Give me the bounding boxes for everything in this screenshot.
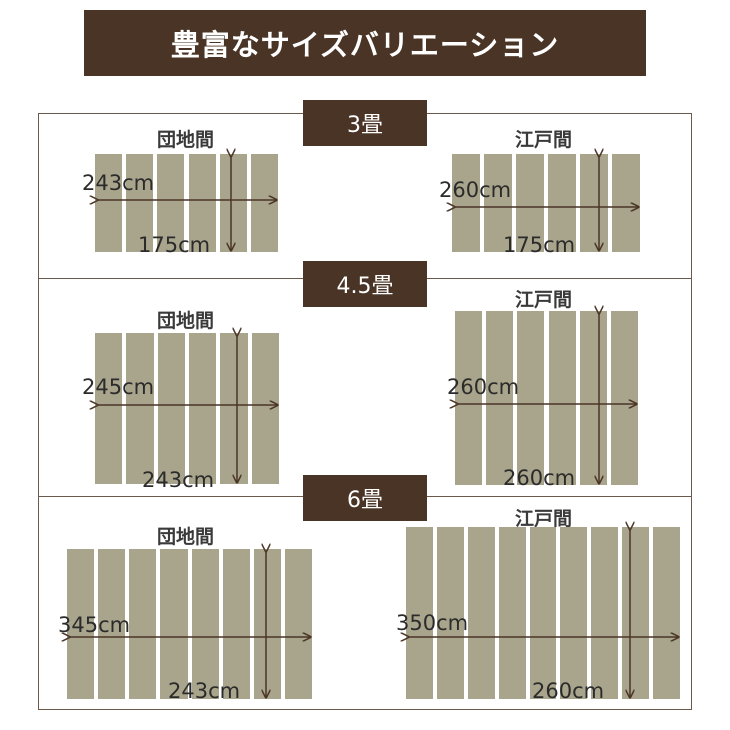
- mat-plank: [67, 549, 95, 699]
- mat-plank: [191, 549, 219, 699]
- mat-plank: [157, 333, 185, 484]
- mat-plank: [529, 527, 557, 699]
- mat-4-5jo-edo: [455, 311, 638, 485]
- mat-plank: [222, 549, 250, 699]
- mat-plank: [467, 527, 495, 699]
- mat-plank: [486, 311, 514, 485]
- page-title: 豊富なサイズバリエーション: [84, 10, 646, 76]
- mat-plank: [498, 527, 526, 699]
- mat-plank: [436, 527, 464, 699]
- mat-plank: [560, 527, 588, 699]
- mat-plank: [517, 311, 545, 485]
- mat-plank: [95, 333, 123, 484]
- width-dim-4-5jo-edo: 260cm: [447, 375, 520, 399]
- mat-plank: [580, 154, 608, 252]
- mat-plank: [610, 311, 638, 485]
- section-label-6jo: 6畳: [303, 475, 427, 521]
- height-dim-6jo-danchi: 243cm: [168, 679, 241, 703]
- mat-plank: [95, 154, 123, 252]
- mat-plank: [591, 527, 619, 699]
- mat-plank: [612, 154, 640, 252]
- width-dim-4-5jo-danchi: 245cm: [82, 375, 155, 399]
- mat-plank: [129, 549, 157, 699]
- room-title-6jo-edo: 江戸間: [515, 508, 573, 530]
- mat-plank: [284, 549, 312, 699]
- width-dim-6jo-edo: 350cm: [396, 611, 469, 635]
- width-dim-3jo-danchi: 243cm: [82, 171, 155, 195]
- mat-plank: [98, 549, 126, 699]
- mat-plank: [406, 527, 433, 699]
- mat-6jo-danchi: [67, 549, 312, 699]
- room-title-4-5jo-edo: 江戸間: [515, 289, 573, 311]
- mat-plank: [455, 311, 483, 485]
- height-dim-3jo-edo: 175cm: [503, 233, 576, 257]
- room-title-3jo-danchi: 団地間: [157, 129, 215, 151]
- mat-plank: [189, 333, 217, 484]
- mat-3jo-edo: [452, 154, 640, 252]
- mat-plank: [126, 333, 154, 484]
- room-title-4-5jo-danchi: 団地間: [157, 310, 215, 332]
- mat-plank: [160, 549, 188, 699]
- height-dim-4-5jo-danchi: 243cm: [142, 468, 215, 492]
- mat-plank: [251, 333, 279, 484]
- mat-plank: [452, 154, 480, 252]
- mat-plank: [250, 154, 278, 252]
- height-dim-6jo-edo: 260cm: [532, 679, 605, 703]
- room-title-6jo-danchi: 団地間: [157, 526, 215, 548]
- mat-plank: [253, 549, 281, 699]
- height-dim-3jo-danchi: 175cm: [138, 233, 211, 257]
- mat-plank: [548, 311, 576, 485]
- width-dim-3jo-edo: 260cm: [439, 178, 512, 202]
- mat-4-5jo-danchi: [95, 333, 279, 484]
- mat-plank: [622, 527, 650, 699]
- height-dim-4-5jo-edo: 260cm: [503, 466, 576, 490]
- mat-plank: [579, 311, 607, 485]
- section-label-3jo: 3畳: [303, 100, 427, 146]
- section-label-4-5jo: 4.5畳: [303, 261, 427, 307]
- mat-plank: [219, 154, 247, 252]
- mat-plank: [220, 333, 248, 484]
- room-title-3jo-edo: 江戸間: [515, 129, 573, 151]
- width-dim-6jo-danchi: 345cm: [58, 613, 131, 637]
- mat-plank: [653, 527, 680, 699]
